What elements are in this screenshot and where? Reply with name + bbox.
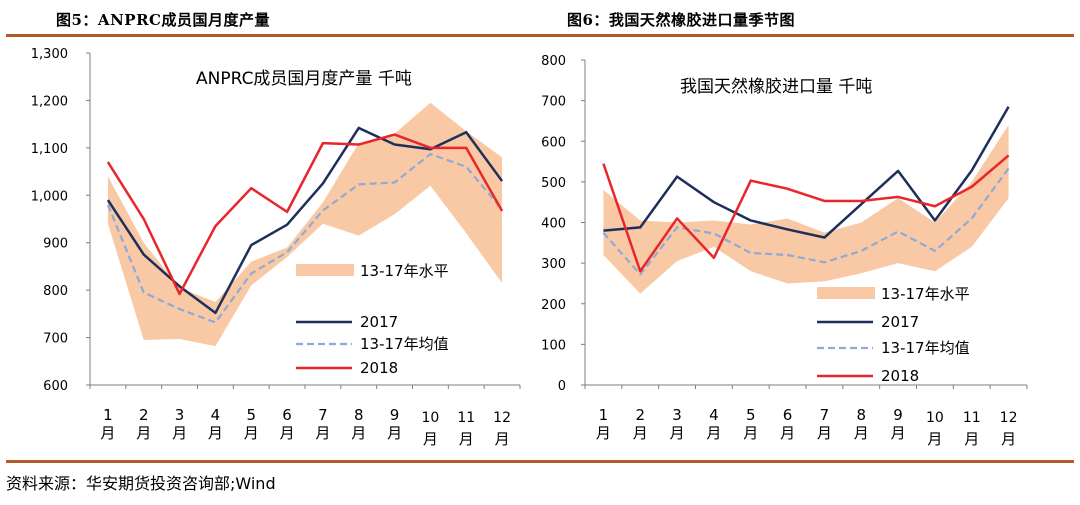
- c2-y-tick-label: 500: [541, 176, 566, 191]
- figure6-title: 图6：我国天然橡胶进口量季节图: [567, 11, 795, 29]
- c2-y-tick-label: 700: [541, 95, 566, 110]
- c1-y-tick-label: 1,100: [31, 142, 68, 157]
- c2-y-tick-label: 300: [541, 257, 566, 272]
- c2-chart-title: 我国天然橡胶进口量 千吨: [680, 77, 872, 97]
- c1-y-tick-label: 1,000: [31, 189, 68, 204]
- c1-series-2018: [106, 133, 504, 296]
- c2-legend-label-13-17年均值: 13-17年均值: [881, 339, 970, 357]
- c1-legend-label-13-17年均值: 13-17年均值: [360, 335, 449, 353]
- c1-y-tick-label: 1,200: [31, 94, 68, 109]
- c1-y-tick-label: 700: [43, 332, 68, 347]
- c2-legend-label-2018: 2018: [881, 367, 919, 385]
- top-rule: [6, 34, 1074, 37]
- c2-series-2017: [603, 106, 1010, 239]
- c1-y-tick-label: 600: [43, 379, 68, 394]
- c1-band-area: [107, 102, 503, 347]
- c2-legend-label-2017: 2017: [881, 313, 919, 331]
- c2-legend-band-swatch: [817, 287, 875, 299]
- c1-legend-band-label: 13-17年水平: [360, 262, 449, 280]
- c2-x-tick-label: 10 月: [926, 410, 944, 448]
- figure5-title: 图5：ANPRC成员国月度产量: [56, 11, 270, 29]
- c1-y-tick-label: 800: [43, 284, 68, 299]
- c2-series-2018: [602, 154, 1010, 273]
- c2-series-13-17年均值: [602, 167, 1010, 276]
- c2-y-tick-label: 600: [541, 135, 566, 150]
- c1-y-tick-label: 900: [43, 237, 68, 252]
- c2-x-tick-label: 11 月: [963, 410, 981, 448]
- c2-y-tick-label: 0: [558, 379, 566, 394]
- bottom-rule: [6, 460, 1074, 463]
- c1-legend-label-2017: 2017: [360, 313, 398, 331]
- c2-y-tick-label: 200: [541, 298, 566, 313]
- c1-legend-band-swatch: [296, 264, 354, 276]
- c1-legend-label-2018: 2018: [360, 359, 398, 377]
- source-note: 资料来源：华安期货投资咨询部;Wind: [6, 474, 276, 493]
- c2-y-tick-label: 400: [541, 217, 566, 232]
- c1-x-tick-label: 12 月: [493, 410, 511, 448]
- c1-x-tick-label: 11 月: [457, 410, 475, 448]
- c2-legend-band-label: 13-17年水平: [881, 285, 970, 303]
- c1-x-tick-label: 10 月: [422, 410, 440, 448]
- c2-band-area: [603, 125, 1009, 294]
- c2-y-tick-label: 800: [541, 54, 566, 69]
- c2-x-tick-label: 12 月: [1000, 410, 1018, 448]
- c1-series-13-17年均值: [106, 152, 503, 324]
- c2-y-tick-label: 100: [541, 338, 566, 353]
- c1-y-tick-label: 1,300: [31, 47, 68, 62]
- c1-chart-title: ANPRC成员国月度产量 千吨: [196, 69, 412, 89]
